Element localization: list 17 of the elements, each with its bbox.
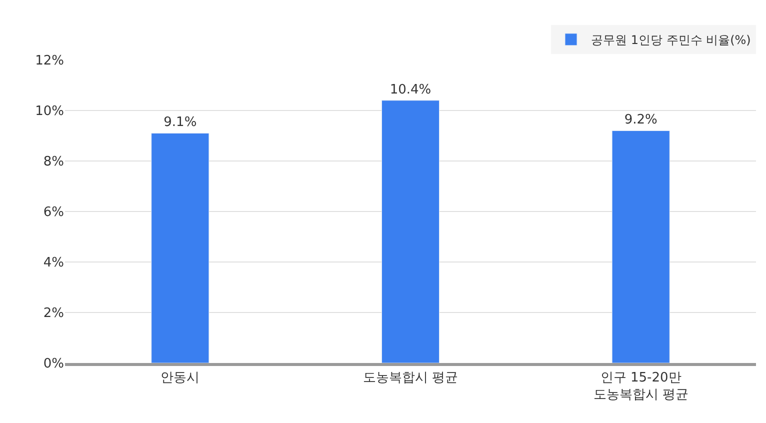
legend-label: 공무원 1인당 주민수 비율(%)	[591, 33, 751, 48]
data-label: 9.2%	[624, 112, 658, 128]
y-tick-label: 6%	[43, 205, 64, 220]
data-label: 10.4%	[390, 82, 432, 98]
data-label: 9.1%	[164, 115, 197, 130]
bar	[612, 130, 670, 363]
y-tick-label: 12%	[35, 54, 64, 69]
y-tick-label: 2%	[43, 306, 64, 322]
x-tick-label: 안동시	[160, 370, 200, 386]
y-tick-label: 8%	[43, 154, 64, 170]
bar	[151, 132, 210, 363]
x-tick-label: 인구 15-20만 도농복합시 평균	[593, 370, 688, 402]
y-tick-label: 4%	[43, 256, 64, 271]
y-tick-label: 0%	[43, 356, 64, 372]
y-tick-label: 10%	[35, 104, 64, 120]
bar	[381, 100, 440, 363]
x-tick-label: 도농복합시 평균	[362, 370, 458, 386]
